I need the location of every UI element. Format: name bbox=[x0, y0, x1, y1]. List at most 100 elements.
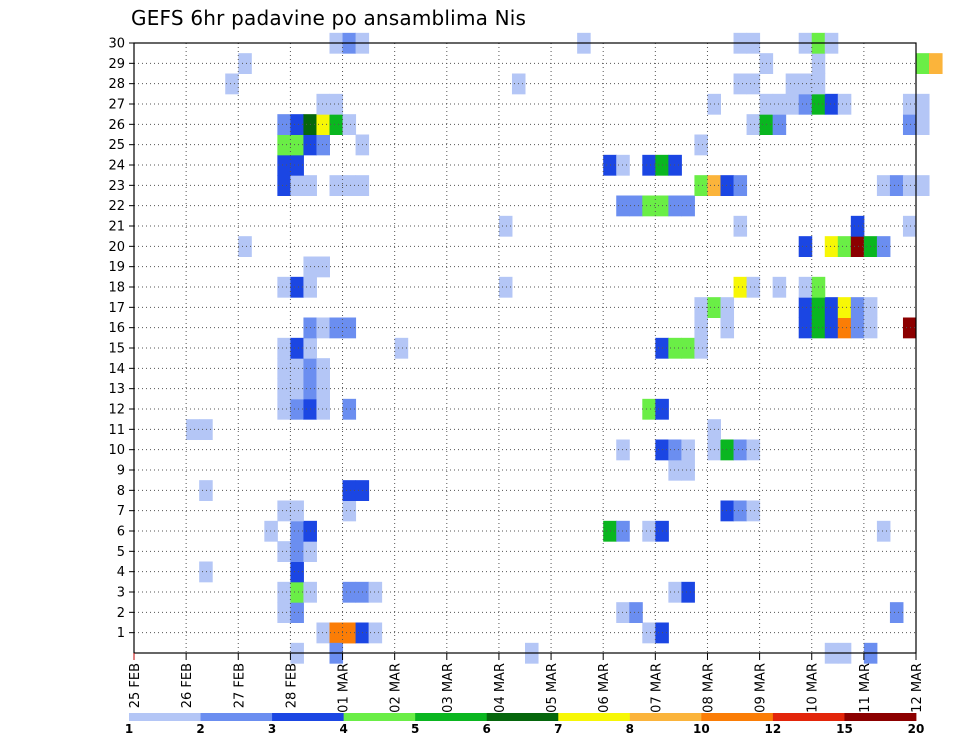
heatmap-cell bbox=[694, 297, 708, 318]
heatmap-cell bbox=[290, 602, 304, 623]
x-tick-label: 25 FEB bbox=[128, 663, 143, 708]
heatmap-cell bbox=[277, 500, 291, 522]
heatmap-cell bbox=[733, 276, 748, 298]
heatmap-cell bbox=[746, 73, 761, 95]
legend-label: 10 bbox=[693, 722, 710, 736]
heatmap-cell bbox=[889, 175, 904, 196]
y-tick-label: 11 bbox=[108, 423, 125, 438]
heatmap-cell bbox=[277, 134, 291, 156]
heatmap-cell bbox=[798, 93, 813, 115]
heatmap-cell bbox=[290, 134, 304, 156]
y-tick-label: 6 bbox=[117, 525, 125, 540]
heatmap-cell bbox=[746, 500, 761, 522]
y-tick-label: 13 bbox=[108, 382, 125, 397]
y-tick-label: 26 bbox=[108, 118, 125, 133]
heatmap-cell bbox=[837, 297, 852, 318]
heatmap-cell bbox=[798, 297, 813, 318]
heatmap-cell bbox=[681, 459, 695, 481]
legend-color-swatch bbox=[343, 713, 416, 721]
y-axis: 1234567891011121314151617181920212223242… bbox=[108, 37, 134, 641]
y-tick-label: 27 bbox=[108, 98, 125, 113]
legend-color-swatch bbox=[200, 713, 273, 721]
heatmap-cell bbox=[824, 317, 839, 339]
legend-label: 6 bbox=[483, 722, 491, 736]
y-tick-label: 12 bbox=[108, 403, 125, 418]
y-tick-label: 28 bbox=[108, 77, 125, 92]
heatmap-cell bbox=[329, 622, 344, 644]
heatmap-cell bbox=[824, 297, 839, 318]
y-tick-label: 9 bbox=[117, 464, 125, 479]
heatmap-cell bbox=[290, 154, 304, 176]
heatmap-cell bbox=[733, 500, 748, 522]
heatmap-cell bbox=[316, 256, 330, 278]
heatmap-cell bbox=[316, 398, 330, 420]
heatmap-cell bbox=[902, 175, 917, 196]
legend-label: 7 bbox=[554, 722, 562, 736]
heatmap-cell bbox=[316, 114, 330, 135]
x-tick-label: 09 MAR bbox=[754, 663, 769, 713]
heatmap-cell bbox=[277, 154, 291, 176]
heatmap-cell bbox=[916, 114, 930, 135]
heatmap-cell bbox=[876, 520, 891, 542]
heatmap-cell bbox=[342, 500, 357, 522]
x-axis: 25 FEB 26 FEB 27 FEB 28 FEB 01 MAR 02 MAR 03 M… bbox=[128, 653, 925, 713]
heatmap-cell bbox=[629, 195, 643, 217]
y-tick-label: 4 bbox=[117, 565, 125, 580]
heatmap-cell bbox=[694, 337, 708, 359]
legend-label: 1 bbox=[125, 722, 133, 736]
x-tick-label: 08 MAR bbox=[701, 663, 716, 713]
heatmap-cell bbox=[342, 581, 357, 603]
heatmap-cell bbox=[316, 93, 330, 115]
heatmap-cell bbox=[316, 358, 330, 379]
heatmap-cell bbox=[733, 175, 748, 196]
heatmap-cell bbox=[929, 53, 943, 74]
x-tick-label: 26 FEB bbox=[180, 663, 195, 708]
x-tick-label: 06 MAR bbox=[597, 663, 612, 713]
heatmap-cell bbox=[720, 297, 735, 318]
heatmap-cell bbox=[902, 317, 917, 339]
y-tick-label: 25 bbox=[108, 138, 125, 153]
chart-title: GEFS 6hr padavine po ansamblima Nis bbox=[131, 6, 527, 30]
color-legend: 1 2 3 4 5 6 7 8 10 12 15 20 bbox=[125, 713, 925, 736]
legend-label: 4 bbox=[339, 722, 347, 736]
legend-color-swatch bbox=[629, 713, 702, 721]
heatmap-cell bbox=[329, 317, 344, 339]
heatmap-cell bbox=[746, 439, 761, 461]
heatmap-cell bbox=[290, 500, 304, 522]
y-tick-label: 17 bbox=[108, 301, 125, 316]
heatmap-cell bbox=[277, 398, 291, 420]
heatmap-cell bbox=[277, 114, 291, 135]
heatmap-cell bbox=[798, 317, 813, 339]
heatmap-cell bbox=[850, 215, 865, 237]
heatmap-cell bbox=[668, 337, 682, 359]
heatmap-cell bbox=[772, 114, 787, 135]
heatmap-cell bbox=[277, 602, 291, 623]
heatmap-cell bbox=[837, 317, 852, 339]
heatmap-cell bbox=[290, 561, 304, 583]
x-tick-label: 05 MAR bbox=[545, 663, 560, 713]
legend-label: 20 bbox=[908, 722, 925, 736]
heatmap-cell bbox=[290, 175, 304, 196]
heatmap-cell bbox=[733, 439, 748, 461]
y-tick-label: 18 bbox=[108, 281, 125, 296]
heatmap-cell bbox=[329, 93, 344, 115]
y-tick-label: 22 bbox=[108, 199, 125, 214]
x-tick-label: 27 FEB bbox=[232, 663, 247, 708]
heatmap-cell bbox=[329, 114, 344, 135]
heatmap-cell bbox=[290, 276, 304, 298]
heatmap-cell bbox=[824, 93, 839, 115]
x-tick-label: 04 MAR bbox=[493, 663, 508, 713]
heatmap-cell bbox=[902, 215, 917, 237]
heatmap-cell bbox=[746, 114, 761, 135]
heatmap-cell bbox=[277, 358, 291, 379]
heatmap-cell bbox=[642, 154, 656, 176]
heatmap-cell bbox=[668, 459, 682, 481]
legend-label: 15 bbox=[836, 722, 853, 736]
legend-color-swatch bbox=[772, 713, 845, 721]
heatmap-cell bbox=[199, 419, 213, 440]
grid-lines bbox=[134, 43, 916, 653]
heatmap-cell bbox=[342, 622, 357, 644]
heatmap-cell bbox=[746, 276, 761, 298]
heatmap-cell bbox=[290, 520, 304, 542]
legend-label: 3 bbox=[268, 722, 276, 736]
